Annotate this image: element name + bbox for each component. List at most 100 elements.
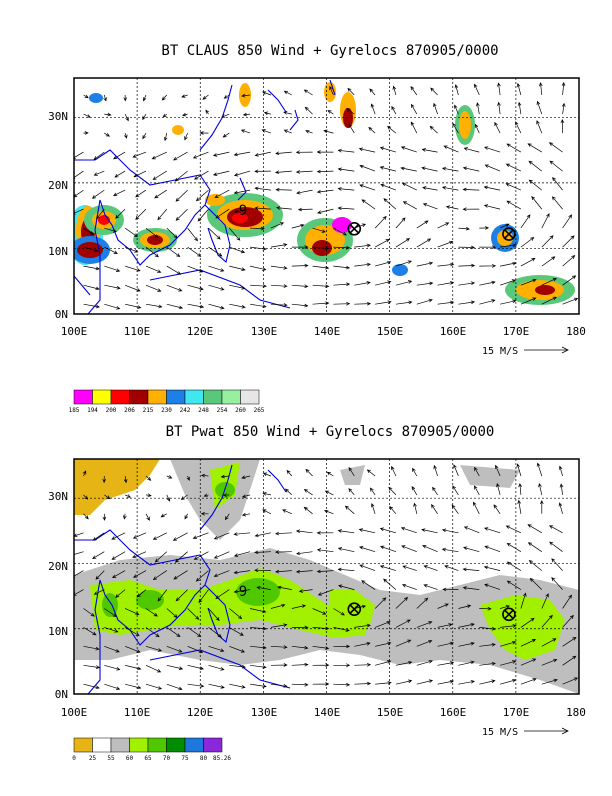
top-coastlines [74, 79, 336, 314]
wind-vector-arrow [483, 565, 501, 571]
wind-vector-arrow [274, 550, 292, 554]
wind-vector-arrow [187, 265, 204, 273]
wind-vector-arrow [83, 131, 89, 135]
wind-vector-arrow [333, 301, 351, 306]
wind-vector-arrow [348, 123, 355, 134]
wind-vector-arrow [500, 299, 517, 305]
wind-vector-arrow [520, 257, 536, 267]
bottom-ytick: 30N [48, 490, 68, 503]
wind-vector-arrow [296, 551, 313, 556]
wind-vector-arrow [375, 280, 392, 286]
wind-vector-arrow [208, 683, 225, 689]
wind-vector-arrow [208, 246, 223, 257]
wind-vector-arrow [213, 532, 230, 540]
wind-vector-arrow [132, 570, 147, 578]
wind-vector-arrow [74, 532, 84, 537]
wind-vector-arrow [124, 113, 129, 122]
wind-vector-arrow [192, 151, 209, 159]
wind-vector-arrow [254, 151, 271, 157]
wind-vector-arrow [83, 303, 100, 309]
wind-vector-arrow [441, 185, 459, 191]
wind-vector-arrow [104, 112, 112, 117]
top-reference-vector: 15 M/S [482, 346, 569, 357]
top-ytick: 20N [48, 179, 68, 192]
wind-vector-arrow [437, 222, 450, 229]
wind-vector-arrow [312, 645, 330, 650]
wind-vector-arrow [104, 227, 117, 233]
wind-vector-arrow [347, 87, 355, 96]
wind-vector-arrow [528, 179, 543, 191]
colorbar-label: 60 [126, 755, 134, 762]
wind-vector-arrow [270, 663, 288, 667]
wind-vector-arrow [286, 469, 293, 477]
wind-vector-arrow [551, 558, 563, 571]
wind-vector-arrow [295, 170, 313, 174]
wind-vector-arrow [104, 265, 121, 272]
wind-vector-arrow [270, 265, 288, 270]
wind-vector-arrow [361, 580, 376, 590]
wind-vector-arrow [348, 467, 355, 477]
wind-vector-arrow [115, 208, 126, 219]
wind-vector-arrow [379, 166, 396, 172]
wind-vector-arrow [338, 584, 355, 590]
wind-vector-arrow [437, 623, 453, 628]
wind-vector-arrow [175, 189, 188, 202]
wind-vector-arrow [558, 465, 563, 477]
wind-vector-arrow [174, 170, 188, 182]
wind-vector-arrow [333, 627, 350, 632]
wind-vector-arrow [304, 106, 313, 115]
bottom-gyre-markers [347, 602, 516, 622]
wind-vector-arrow [96, 208, 105, 220]
wind-vector-arrow [531, 195, 543, 210]
wind-vector-arrow [157, 208, 168, 221]
wind-vector-arrow [423, 565, 438, 571]
top-xtick: 180 [566, 325, 586, 338]
wind-vector-arrow [392, 85, 397, 96]
wind-vector-arrow [316, 531, 334, 535]
wind-vector-arrow [479, 280, 496, 286]
wind-vector-arrow [536, 462, 543, 477]
wind-vector-arrow [416, 597, 429, 609]
wind-vector-arrow [463, 546, 480, 553]
wind-vector-arrow [198, 589, 209, 604]
wind-vector-arrow [505, 183, 522, 191]
wind-vector-arrow [92, 551, 105, 560]
wind-vector-arrow [493, 504, 501, 514]
wind-vector-arrow [242, 112, 251, 117]
wind-vector-arrow [145, 513, 150, 521]
wind-vector-arrow [324, 490, 334, 496]
wind-vector-arrow [285, 488, 293, 496]
wind-vector-arrow [375, 660, 392, 666]
wind-vector-arrow [552, 176, 563, 191]
top-ref-label: 15 M/S [482, 346, 518, 357]
wind-vector-arrow [160, 513, 167, 518]
wind-vector-arrow [316, 189, 334, 194]
wind-vector-arrow [124, 265, 141, 272]
wind-vector-arrow [441, 166, 459, 172]
top-xtick: 100E [61, 325, 88, 338]
wind-vector-arrow [303, 489, 313, 496]
wind-vector-arrow [214, 189, 230, 198]
wind-vector-arrow [229, 664, 247, 669]
wind-vector-arrow [483, 185, 501, 191]
wind-vector-arrow [422, 545, 438, 553]
wind-vector-arrow [437, 281, 455, 286]
wind-vector-arrow [208, 645, 225, 652]
wind-vector-arrow [541, 678, 558, 685]
wind-vector-arrow [323, 129, 334, 134]
wind-vector-arrow [479, 245, 497, 250]
wind-vector-arrow [443, 145, 459, 153]
wind-vector-arrow [205, 109, 210, 115]
wind-vector-arrow [462, 166, 480, 172]
top-ytick: 0N [55, 308, 68, 321]
wind-vector-arrow [241, 512, 251, 517]
wind-vector-arrow [312, 246, 330, 251]
wind-vector-arrow [383, 198, 397, 210]
wind-vector-arrow [172, 532, 188, 541]
wind-vector-arrow [379, 565, 397, 571]
wind-vector-arrow [274, 170, 292, 175]
wind-vector-arrow [136, 589, 147, 598]
colorbar-swatch [166, 737, 186, 753]
wind-vector-arrow [458, 622, 475, 628]
bottom-title: BT Pwat 850 Wind + Gyrelocs 870905/0000 [166, 424, 495, 440]
